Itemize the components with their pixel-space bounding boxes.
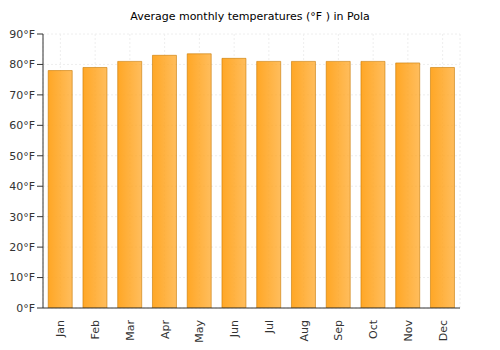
svg-text:10°F: 10°F — [9, 271, 35, 284]
svg-text:Feb: Feb — [89, 320, 102, 339]
svg-text:Mar: Mar — [124, 320, 137, 341]
svg-text:0°F: 0°F — [16, 302, 35, 315]
svg-text:Jan: Jan — [54, 320, 67, 338]
svg-text:Sep: Sep — [332, 320, 345, 341]
svg-text:40°F: 40°F — [9, 180, 35, 193]
svg-text:Jun: Jun — [228, 320, 241, 338]
svg-text:Apr: Apr — [159, 320, 172, 340]
svg-text:Dec: Dec — [437, 320, 450, 341]
svg-text:Aug: Aug — [298, 320, 311, 341]
svg-text:90°F: 90°F — [9, 28, 35, 41]
svg-text:50°F: 50°F — [9, 150, 35, 163]
svg-text:Jul: Jul — [263, 320, 276, 334]
svg-text:80°F: 80°F — [9, 58, 35, 71]
svg-text:Nov: Nov — [402, 320, 415, 342]
html-text:Average monthly temperatures (: Average monthly temperatures (°F ) in Po… — [130, 10, 370, 23]
svg-text:70°F: 70°F — [9, 89, 35, 102]
svg-text:Oct: Oct — [367, 319, 380, 339]
svg-text:60°F: 60°F — [9, 119, 35, 132]
svg-text:20°F: 20°F — [9, 241, 35, 254]
svg-text:30°F: 30°F — [9, 211, 35, 224]
svg-text:May: May — [193, 320, 206, 343]
